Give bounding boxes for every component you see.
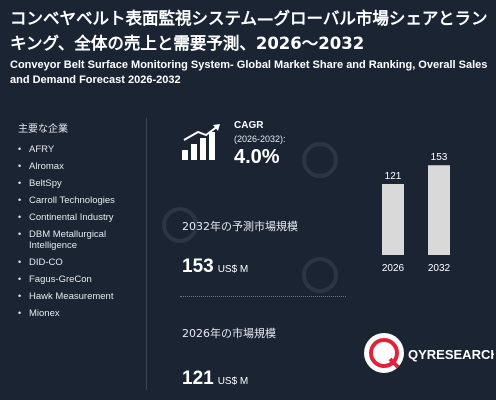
qyresearch-watermark-icon xyxy=(162,207,198,243)
bar-2026 xyxy=(382,184,404,255)
company-item: Alromax xyxy=(18,161,128,172)
bar-value-label: 121 xyxy=(385,171,402,182)
bar-value-label: 153 xyxy=(431,152,448,163)
market-size-bar-chart: 121 2026 153 2032 xyxy=(382,152,451,274)
cagr-value: 4.0% xyxy=(234,146,280,168)
company-item: Continental Industry xyxy=(18,212,128,223)
company-item: Hawk Measurement xyxy=(18,291,128,302)
forecast-market-size-label: 2032年の予測市場規模 xyxy=(182,220,298,233)
company-item: Mionex xyxy=(18,308,128,319)
forecast-market-size-unit: US$ M xyxy=(217,264,249,275)
cagr-period: (2026-2032): xyxy=(234,134,286,144)
cagr-label: CAGR xyxy=(234,120,264,131)
growth-bars-arrow-icon xyxy=(182,124,220,160)
company-item: AFRY xyxy=(18,144,128,155)
market-size-2026-label: 2026年の市場規模 xyxy=(182,327,276,340)
market-size-2026-value: 121 xyxy=(182,368,214,389)
page-title-jp: コンベヤベルト表面監視システム—グローバル市場シェアとランキング、全体の売上と需… xyxy=(10,9,488,53)
forecast-market-size: 153 US$ M xyxy=(182,256,248,278)
company-item: DBM Metallurgical Intelligence xyxy=(18,229,128,251)
x-tick-label: 2032 xyxy=(428,263,451,274)
bar-2032 xyxy=(428,165,450,255)
company-item: DID-CO xyxy=(18,257,128,268)
page-title-en: Conveyor Belt Surface Monitoring System-… xyxy=(10,59,488,86)
x-tick-label: 2026 xyxy=(382,263,405,274)
svg-text:QYRESEARCH: QYRESEARCH xyxy=(408,347,494,362)
qyresearch-logo: QYRESEARCH xyxy=(364,333,494,373)
company-item: Carroll Technologies xyxy=(18,195,128,206)
market-size-2026-unit: US$ M xyxy=(217,376,249,387)
companies-heading: 主要な企業 xyxy=(18,124,68,135)
qyresearch-watermark-icon xyxy=(302,257,338,293)
section-divider xyxy=(146,118,147,390)
market-size-2026: 121 US$ M xyxy=(182,368,248,390)
dotted-divider xyxy=(180,296,346,297)
qyresearch-watermark-icon xyxy=(302,142,338,178)
company-item: Fagus-GreCon xyxy=(18,274,128,285)
company-list: AFRY Alromax BeltSpy Carroll Technologie… xyxy=(18,144,128,325)
company-item: BeltSpy xyxy=(18,178,128,189)
forecast-market-size-value: 153 xyxy=(182,256,214,277)
